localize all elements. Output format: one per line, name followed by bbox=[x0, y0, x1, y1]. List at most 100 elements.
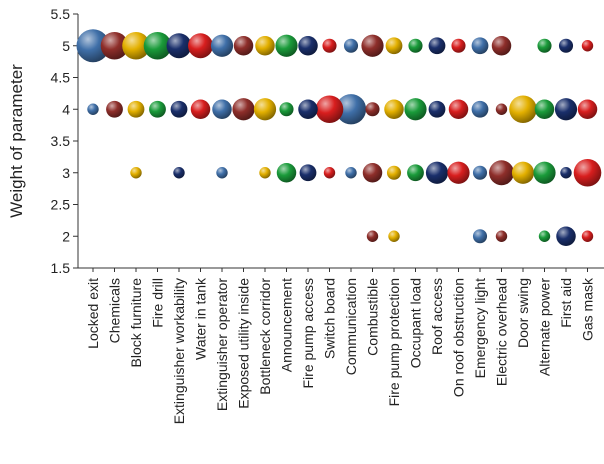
bubble-point bbox=[491, 36, 512, 56]
bubble-point bbox=[407, 164, 424, 182]
bubble-point bbox=[428, 37, 446, 55]
x-tick-label: Chemicals bbox=[107, 278, 123, 343]
bubble-point bbox=[190, 99, 211, 119]
bubble-point bbox=[210, 34, 234, 57]
bubble-point bbox=[556, 226, 576, 246]
bubble-point bbox=[388, 230, 400, 242]
x-tick-label: On roof obstruction bbox=[451, 278, 467, 397]
bubble-point bbox=[448, 99, 469, 119]
bubble-point bbox=[428, 100, 446, 118]
y-tick-label: 4.5 bbox=[51, 70, 71, 86]
bubble-point bbox=[385, 37, 403, 55]
bubble-point bbox=[471, 100, 489, 118]
bubble-point bbox=[127, 100, 145, 118]
bubble-point bbox=[188, 33, 213, 59]
x-tick-label: Combustible bbox=[365, 278, 381, 356]
bubble-point bbox=[560, 167, 572, 179]
bubble-point bbox=[100, 31, 129, 60]
bubbles bbox=[76, 29, 602, 246]
bubble-point bbox=[511, 161, 535, 184]
x-tick-label: Water in tank bbox=[193, 277, 209, 360]
bubble-point bbox=[299, 164, 317, 182]
bubble-point bbox=[447, 161, 470, 184]
x-tick-label: Roof access bbox=[429, 278, 445, 355]
bubble-point bbox=[166, 33, 192, 59]
x-tick-label: Exposed utility inside bbox=[236, 278, 252, 409]
bubble-point bbox=[533, 161, 556, 184]
bubble-point bbox=[87, 103, 99, 115]
bubble-point bbox=[471, 37, 489, 55]
y-tick-label: 5 bbox=[62, 38, 70, 54]
bubble-point bbox=[554, 98, 578, 121]
x-tick-label: First aid bbox=[558, 278, 574, 328]
x-tick-label: Fire pump access bbox=[300, 278, 316, 388]
bubble-point bbox=[255, 36, 275, 56]
y-tick-label: 3.5 bbox=[51, 133, 71, 149]
x-tick-label: Extinguisher operator bbox=[214, 278, 230, 411]
bubble-point bbox=[122, 31, 150, 60]
x-tick-label: Fire pump protection bbox=[386, 278, 402, 406]
y-tick-label: 2 bbox=[62, 228, 70, 244]
bubble-point bbox=[558, 38, 574, 53]
y-tick-label: 4 bbox=[62, 101, 70, 117]
bubble-point bbox=[384, 99, 404, 119]
bubble-point bbox=[343, 38, 359, 53]
bubble-point bbox=[425, 161, 449, 184]
y-tick-label: 1.5 bbox=[51, 260, 71, 276]
bubble-point bbox=[362, 163, 383, 183]
bubble-point bbox=[259, 167, 271, 179]
bubble-point bbox=[298, 99, 318, 119]
bubble-point bbox=[386, 165, 402, 180]
bubble-point bbox=[581, 40, 594, 52]
bubble-point bbox=[472, 229, 488, 244]
bubble-point bbox=[345, 167, 357, 179]
bubble-point bbox=[275, 34, 298, 57]
bubble-point bbox=[130, 167, 142, 179]
y-axis-title: Weight of parameter bbox=[7, 64, 26, 218]
x-tick-label: Door swing bbox=[515, 278, 531, 348]
bubble-point bbox=[472, 165, 488, 180]
bubble-point bbox=[509, 95, 537, 124]
x-tick-label: Communication bbox=[343, 278, 359, 375]
bubble-point bbox=[173, 167, 185, 179]
x-tick-label: Extinguisher workability bbox=[171, 278, 187, 424]
bubble-point bbox=[276, 163, 297, 183]
x-tick-label: Announcement bbox=[279, 278, 295, 372]
x-tick-label: Alternate power bbox=[537, 278, 553, 376]
x-tick-label: Gas mask bbox=[580, 277, 596, 341]
bubble-point bbox=[489, 160, 514, 186]
bubble-point bbox=[232, 98, 255, 121]
x-tick-label: Locked exit bbox=[85, 278, 101, 349]
bubble-point bbox=[537, 38, 552, 53]
bubble-point bbox=[253, 98, 277, 121]
x-tick-labels: Locked exit Chemicals Block furniture Fire … bbox=[85, 268, 596, 424]
bubble-point bbox=[365, 102, 380, 117]
x-tick-label: Occupant load bbox=[408, 278, 424, 368]
bubble-point bbox=[408, 38, 423, 53]
bubble-point bbox=[534, 99, 555, 119]
bubble-point bbox=[149, 100, 166, 118]
bubble-point bbox=[495, 103, 508, 115]
bubble-point bbox=[143, 31, 172, 60]
x-tick-label: Switch board bbox=[322, 278, 338, 359]
bubble-point bbox=[315, 95, 344, 124]
y-tick-label: 5.5 bbox=[51, 6, 71, 22]
x-tick-label: Electric overhead bbox=[494, 278, 510, 386]
bubble-point bbox=[170, 100, 188, 118]
x-tick-label: Block furniture bbox=[128, 278, 144, 368]
y-ticks: 1.5 2 2.5 3 3.5 4 4.5 5 5.5 bbox=[51, 6, 78, 276]
bubble-point bbox=[404, 98, 427, 121]
bubble-point bbox=[106, 100, 123, 118]
x-tick-label: Emergency light bbox=[472, 278, 488, 378]
bubble-point bbox=[335, 94, 367, 125]
y-tick-label: 2.5 bbox=[51, 197, 71, 213]
bubble-point bbox=[279, 102, 294, 117]
bubble-point bbox=[298, 36, 318, 56]
x-tick-label: Bottleneck corridor bbox=[257, 278, 273, 395]
y-tick-label: 3 bbox=[62, 165, 70, 181]
bubble-point bbox=[76, 29, 110, 63]
bubble-point bbox=[322, 38, 337, 53]
bubble-point bbox=[577, 99, 598, 119]
bubble-point bbox=[216, 167, 228, 179]
